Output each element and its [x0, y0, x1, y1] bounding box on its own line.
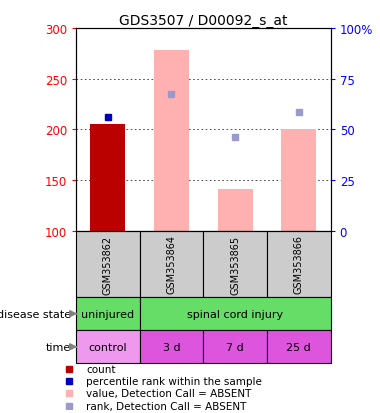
Text: time: time [46, 342, 71, 352]
Text: rank, Detection Call = ABSENT: rank, Detection Call = ABSENT [86, 401, 247, 411]
Text: uninjured: uninjured [81, 309, 135, 319]
Text: GSM353864: GSM353864 [166, 235, 176, 294]
Text: GSM353862: GSM353862 [103, 235, 113, 294]
FancyBboxPatch shape [139, 330, 203, 363]
Text: disease state: disease state [0, 309, 71, 319]
FancyBboxPatch shape [76, 330, 139, 363]
FancyBboxPatch shape [139, 231, 203, 297]
Text: 25 d: 25 d [287, 342, 311, 352]
Text: 7 d: 7 d [226, 342, 244, 352]
Text: spinal cord injury: spinal cord injury [187, 309, 283, 319]
Text: GSM353866: GSM353866 [294, 235, 304, 294]
FancyBboxPatch shape [76, 297, 139, 330]
Title: GDS3507 / D00092_s_at: GDS3507 / D00092_s_at [119, 14, 288, 28]
FancyBboxPatch shape [203, 330, 267, 363]
FancyBboxPatch shape [267, 231, 331, 297]
Text: GSM353865: GSM353865 [230, 235, 240, 294]
Bar [281, 130, 316, 231]
FancyBboxPatch shape [203, 231, 267, 297]
Text: count: count [86, 364, 116, 374]
Bar [90, 125, 125, 231]
FancyBboxPatch shape [76, 231, 139, 297]
Text: percentile rank within the sample: percentile rank within the sample [86, 376, 262, 386]
FancyBboxPatch shape [139, 297, 331, 330]
Text: 3 d: 3 d [163, 342, 180, 352]
Bar [218, 190, 253, 231]
Text: control: control [89, 342, 127, 352]
Bar [154, 51, 189, 231]
Text: value, Detection Call = ABSENT: value, Detection Call = ABSENT [86, 389, 252, 399]
FancyBboxPatch shape [267, 330, 331, 363]
